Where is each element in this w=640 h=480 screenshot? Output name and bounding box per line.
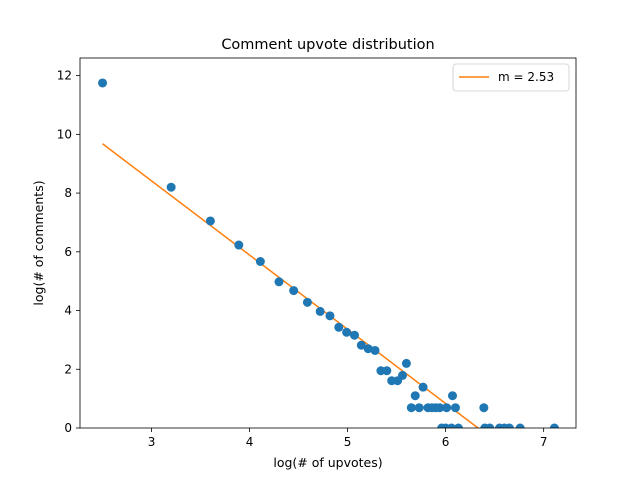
x-axis-label: log(# of upvotes)	[273, 455, 382, 470]
data-point	[255, 257, 265, 266]
y-tick-label: 8	[64, 186, 72, 200]
x-tick: 5	[344, 428, 352, 449]
data-point	[382, 366, 392, 376]
data-point	[414, 403, 424, 413]
data-point	[356, 340, 366, 350]
legend-box	[452, 63, 570, 92]
x-tick-label: 7	[540, 435, 548, 449]
y-tick-label: 12	[57, 69, 72, 83]
data-point	[370, 345, 380, 355]
data-point	[98, 78, 108, 88]
data-point	[234, 240, 244, 250]
data-point	[289, 286, 299, 296]
data-point	[166, 182, 176, 192]
x-tick: 4	[246, 428, 254, 449]
data-point	[334, 322, 344, 332]
data-point	[205, 216, 215, 226]
y-tick-label: 6	[64, 245, 72, 259]
data-point	[302, 297, 312, 307]
x-tick: 6	[442, 428, 450, 449]
data-point	[447, 391, 457, 401]
legend-label-fit: m = 2.53	[498, 70, 554, 84]
x-tick-label: 6	[442, 435, 450, 449]
x-tick-label: 5	[344, 435, 352, 449]
y-tick: 6	[64, 245, 80, 259]
data-point	[315, 306, 325, 316]
data-point	[504, 423, 514, 428]
data-point	[325, 311, 335, 321]
x-tick: 7	[540, 428, 548, 449]
data-point	[342, 327, 352, 337]
y-tick-label: 2	[64, 362, 72, 376]
x-tick: 3	[148, 428, 156, 449]
y-tick: 2	[64, 362, 80, 376]
data-point	[549, 423, 559, 428]
y-tick: 10	[57, 127, 80, 141]
y-tick: 12	[57, 69, 80, 83]
data-point	[515, 423, 525, 428]
y-tick-label: 10	[57, 127, 72, 141]
x-tick-label: 3	[148, 435, 156, 449]
data-point	[447, 423, 457, 428]
data-point	[349, 330, 359, 340]
plot-frame	[79, 57, 577, 429]
x-tick-label: 4	[246, 435, 254, 449]
data-point	[418, 382, 428, 392]
data-point	[410, 391, 420, 401]
data-point	[453, 423, 463, 428]
chart-title: Comment upvote distribution	[221, 37, 434, 53]
y-axis-label: log(# of comments)	[31, 180, 46, 305]
legend: m = 2.53	[452, 63, 570, 92]
data-point	[479, 403, 489, 413]
data-point	[274, 277, 284, 287]
data-point	[485, 423, 495, 428]
data-point	[363, 344, 373, 354]
data-point	[397, 370, 407, 380]
y-tick-label: 0	[64, 421, 72, 435]
data-point	[401, 358, 411, 368]
data-point	[435, 403, 445, 413]
y-tick-label: 4	[64, 304, 72, 318]
y-tick: 0	[64, 421, 80, 435]
fit-line	[102, 143, 479, 428]
data-point	[442, 403, 452, 413]
y-tick: 8	[64, 186, 80, 200]
data-point	[450, 403, 460, 413]
y-tick: 4	[64, 304, 80, 318]
data-point	[406, 403, 416, 413]
